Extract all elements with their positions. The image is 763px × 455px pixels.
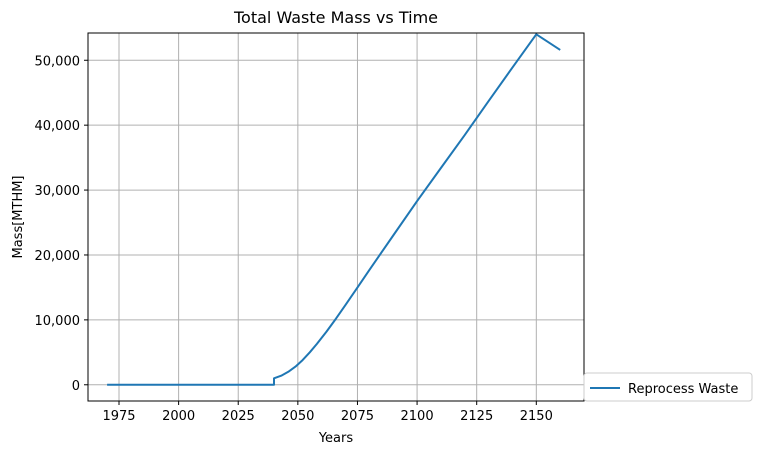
x-tick-label: 2150 — [520, 409, 553, 424]
x-tick-label: 2050 — [281, 409, 314, 424]
grid-lines — [88, 33, 584, 401]
y-tick-label: 30,000 — [35, 184, 81, 199]
legend: Reprocess Waste — [583, 372, 753, 402]
x-tick-label: 2000 — [162, 409, 195, 424]
series-line — [107, 33, 561, 386]
legend-label: Reprocess Waste — [628, 382, 738, 397]
x-tick-label: 2100 — [401, 409, 434, 424]
x-tick-label: 2075 — [341, 409, 374, 424]
y-axis-label: Mass[MTHM] — [11, 175, 26, 258]
x-axis-label: Years — [318, 431, 354, 446]
x-tick-label: 2025 — [222, 409, 255, 424]
plot-area — [88, 33, 584, 401]
x-axis-ticks: 1975 2000 2025 2050 2075 2100 2125 2150 — [102, 401, 553, 424]
y-tick-label: 0 — [72, 379, 80, 394]
y-tick-label: 10,000 — [35, 314, 81, 329]
plot-frame — [87, 32, 585, 402]
x-tick-label: 2125 — [460, 409, 493, 424]
y-axis-ticks: 0 10,000 20,000 30,000 40,000 50,000 — [35, 54, 88, 394]
y-tick-label: 40,000 — [35, 119, 81, 134]
legend-box — [583, 372, 753, 402]
x-tick-label: 1975 — [102, 409, 135, 424]
chart-title: Total Waste Mass vs Time — [233, 8, 438, 27]
y-tick-label: 20,000 — [35, 249, 81, 264]
y-tick-label: 50,000 — [35, 54, 81, 69]
series-layer — [107, 33, 561, 386]
